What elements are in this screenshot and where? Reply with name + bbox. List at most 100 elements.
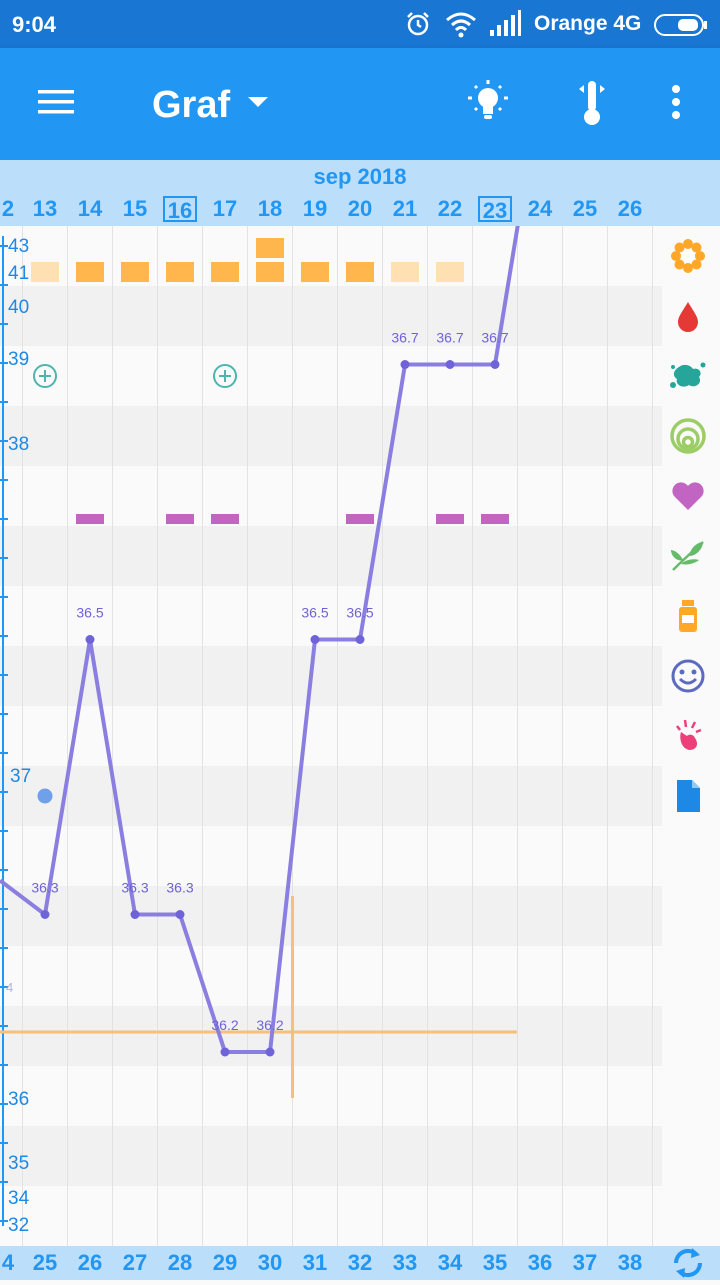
temperature-label: 36.5 (301, 605, 328, 621)
date-22[interactable]: 22 (437, 196, 463, 221)
status-carrier: Orange 4G (534, 12, 642, 35)
y-tick-label: 34 (8, 1188, 30, 1209)
sensation-icon[interactable] (668, 716, 708, 756)
more-vert-icon (670, 84, 682, 125)
caret-down-icon (246, 94, 270, 115)
cycle-day-38: 38 (617, 1250, 643, 1275)
temperature-label: 36.5 (76, 605, 103, 621)
period-block-heavy (256, 238, 284, 258)
cycle-day-28: 28 (167, 1250, 193, 1275)
plus-circle-marker (33, 364, 57, 388)
date-18[interactable]: 18 (257, 196, 283, 221)
temperature-label: 36.2 (256, 1017, 283, 1033)
date-13[interactable]: 13 (32, 196, 58, 221)
temperature-point (355, 635, 365, 644)
sync-icon (670, 1248, 706, 1284)
temperature-label: 36.7 (391, 330, 418, 346)
temperature-chart[interactable]: 43 41 40 39 38 37 36 35 34 32 4 36.3 36.5 36.3 36.3 36.… (0, 226, 720, 1246)
cycle-day-31: 31 (302, 1250, 328, 1275)
more-options-button[interactable] (648, 76, 704, 132)
date-16[interactable]: 16 (163, 196, 197, 223)
intercourse-marker (166, 514, 194, 524)
tips-button[interactable] (460, 76, 516, 132)
date-23[interactable]: 23 (478, 196, 512, 223)
temperature-label: 36.3 (121, 880, 148, 896)
y-tick-label: 35 (8, 1153, 29, 1174)
flower-icon[interactable] (668, 236, 708, 276)
temperature-label: 36.7 (481, 330, 508, 346)
date-17[interactable]: 17 (212, 196, 238, 221)
date-25[interactable]: 25 (572, 196, 598, 221)
grid-band (0, 1126, 662, 1186)
period-block (76, 262, 104, 282)
temperature-label: 36.5 (346, 605, 373, 621)
temperature-label: 36.2 (211, 1017, 238, 1033)
period-block (346, 262, 374, 282)
intercourse-marker (76, 514, 104, 524)
date-21[interactable]: 21 (392, 196, 418, 221)
note-dot (37, 788, 53, 804)
grid-band (0, 886, 662, 946)
date-20[interactable]: 20 (347, 196, 373, 221)
period-block (436, 262, 464, 282)
temperature-label: 36.3 (31, 880, 58, 896)
cycle-day-4: 4 (1, 1250, 15, 1275)
grid-band (0, 526, 662, 586)
temperature-point (85, 635, 95, 644)
temperature-point (175, 910, 185, 919)
herb-icon[interactable] (668, 536, 708, 576)
y-tick-label: 32 (8, 1215, 29, 1236)
period-block (31, 262, 59, 282)
period-block (211, 262, 239, 282)
view-dropdown-button[interactable] (230, 76, 286, 132)
cycle-day-26: 26 (77, 1250, 103, 1275)
date-24[interactable]: 24 (527, 196, 553, 221)
month-label: sep 2018 (313, 164, 407, 189)
temperature-point (490, 360, 500, 369)
date-26[interactable]: 26 (617, 196, 643, 221)
y-tick-label: 37 (10, 766, 31, 787)
cycle-day-27: 27 (122, 1250, 148, 1275)
smiley-icon[interactable] (668, 656, 708, 696)
intercourse-marker (346, 514, 374, 524)
temperature-point (445, 360, 455, 369)
cycle-day-30: 30 (257, 1250, 283, 1275)
date-header: sep 2018 2 13 14 15 16 17 18 19 20 21 22 23 24 25 26 (0, 160, 720, 226)
date-2[interactable]: 2 (1, 196, 15, 221)
y-tick-label: 43 (8, 236, 29, 257)
date-19[interactable]: 19 (302, 196, 328, 221)
grid-band (0, 406, 662, 466)
medicine-bottle-icon[interactable] (668, 596, 708, 636)
cervix-icon[interactable] (668, 416, 708, 456)
cycle-day-32: 32 (347, 1250, 373, 1275)
sync-button[interactable] (670, 1246, 706, 1280)
date-15[interactable]: 15 (122, 196, 148, 221)
temperature-point (400, 360, 410, 369)
period-block (301, 262, 329, 282)
y-tick-label: 39 (8, 349, 29, 370)
grid-band (0, 1006, 662, 1066)
alarm-icon (404, 10, 432, 43)
cycle-day-36: 36 (527, 1250, 553, 1275)
date-14[interactable]: 14 (77, 196, 103, 221)
cycle-day-bar: 4 25 26 27 28 29 30 31 32 33 34 35 36 37 38 (0, 1246, 720, 1280)
menu-button[interactable] (28, 76, 84, 132)
period-block (256, 262, 284, 282)
status-bar: 9:04 Orange 4G (0, 0, 720, 48)
y-tick-label: 40 (8, 297, 29, 318)
note-document-icon[interactable] (668, 776, 708, 816)
intercourse-marker (481, 514, 509, 524)
heart-icon[interactable] (668, 476, 708, 516)
y-partial-label: 4 (6, 980, 13, 995)
splash-icon[interactable] (668, 356, 708, 396)
y-tick-label: 41 (8, 263, 29, 284)
temperature-label: 36.3 (166, 880, 193, 896)
temperature-point (220, 1047, 230, 1057)
blood-drop-icon[interactable] (668, 296, 708, 336)
plus-sign (219, 370, 231, 382)
temperature-point (130, 910, 140, 919)
app-bar: Graf (0, 48, 720, 160)
temperature-button[interactable] (564, 76, 620, 132)
lightbulb-icon (466, 78, 510, 131)
period-block (391, 262, 419, 282)
